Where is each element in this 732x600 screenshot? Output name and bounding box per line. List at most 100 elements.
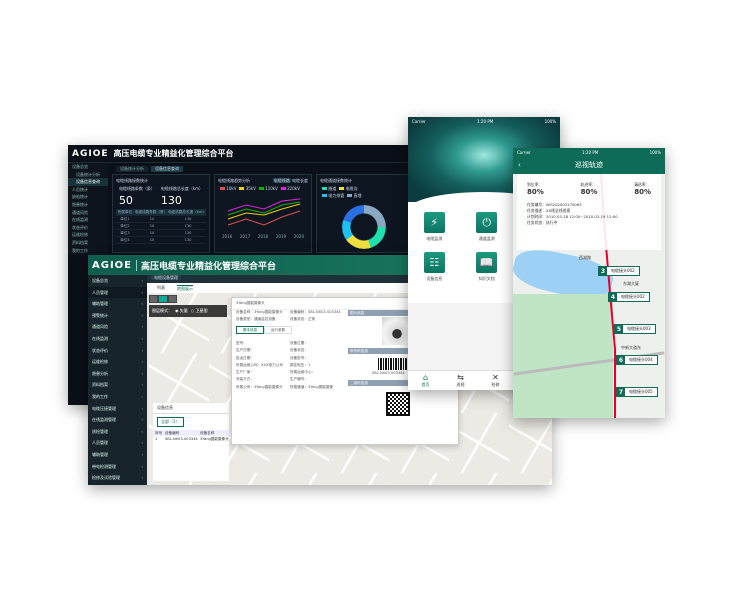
cell: 10 (149, 238, 155, 242)
sidebar-item[interactable]: 我的工作 (72, 247, 88, 253)
tile-channel-monitoring[interactable]: ⏻ 通道监测 (461, 212, 514, 242)
lightning-icon: ⚡ (423, 212, 445, 233)
stat-missed: 漏巡率： 80% (634, 182, 651, 196)
stat-label: 电缆线路总长度（km） (160, 186, 204, 191)
stat-track: 轨迹率： 80% (580, 182, 598, 196)
table-row[interactable]: 1 SBL-NX03-003344 3Yang国能摄像头 (155, 437, 229, 442)
sidebar-item[interactable]: 预警统计 (88, 310, 147, 322)
tab-repair[interactable]: ✕ 检修 (491, 373, 500, 387)
tab[interactable]: 设备统计分析 (116, 166, 148, 172)
route-point[interactable]: 5 电缆接头003 (614, 324, 656, 334)
radio-satellite[interactable]: ○ 卫星图 (190, 308, 208, 313)
task-status: 任务状态：执行中 (527, 220, 558, 225)
sidebar-item[interactable]: 检修及试验管理 (88, 472, 147, 484)
sidebar-item[interactable]: 隐患统计 (72, 201, 88, 207)
tab-home[interactable]: ⌂ 首页 (421, 373, 430, 387)
sidebar-item[interactable]: 设备信息查询 (68, 178, 108, 186)
sidebar-item[interactable]: 人员管理 (88, 286, 147, 299)
sidebar-item[interactable]: 辅助管理 (88, 449, 147, 461)
tile-knowledge-docs[interactable]: 📖 知识文档 (461, 252, 514, 282)
qrcode-image (386, 392, 410, 416)
sidebar-item[interactable]: 资料档案 (72, 239, 88, 245)
trend-card: 电缆线路趋势分析 电缆线路 电缆长度 10kV 35kV 110kV 220kV … (214, 174, 312, 253)
sidebar-item[interactable]: 我的工作 (88, 391, 147, 403)
draw-icon[interactable] (150, 296, 158, 302)
sidebar-item[interactable]: 在线监测管理 (88, 414, 147, 426)
track-map[interactable]: 西湖路 东湖大厦 中新大道东 到位率： 80% 轨迹率： 80% 漏巡率： 80% 任… (513, 174, 665, 418)
stat-label: 电缆线路条数（条） (118, 186, 155, 191)
filter-all-button[interactable]: 全部（1） (157, 417, 184, 427)
tab-list[interactable]: 列表 (157, 285, 165, 290)
field: 设备状态：正常 (290, 317, 316, 321)
tile-device-info[interactable]: ☷ 设备信息 (408, 252, 461, 282)
task-time: 计划时间：2010-03-18 12:00~2010-03-19 12:00 (527, 214, 618, 219)
table-row: 单位2 10 130 (116, 223, 206, 230)
radio-vector[interactable]: ◉ 矢量 (175, 308, 188, 313)
tab-map[interactable]: 地图展示 (177, 284, 193, 291)
donut-chart (342, 205, 386, 249)
app-title: 高压电缆专业精益化管理综合平台 (113, 149, 234, 158)
cell: 10 (149, 231, 155, 235)
clear-icon[interactable] (168, 296, 176, 302)
section-photo: 图片信息 (348, 310, 458, 316)
sidebar-item[interactable]: 质检管理 (88, 426, 147, 438)
sidebar-item[interactable]: 资料档案 (88, 379, 147, 391)
sidebar-item[interactable]: 隐患分析 (88, 368, 147, 380)
page-tab[interactable]: 电缆设备管理 (151, 275, 181, 280)
table-row: 单位4 10 130 (116, 237, 206, 244)
sidebar-item[interactable]: 通道风险 (72, 209, 88, 215)
legend-item: 直埋 (347, 193, 362, 199)
sidebar-item[interactable]: 辅助管理 (88, 298, 147, 310)
sidebar-item[interactable]: 状态评价 (72, 224, 88, 230)
card-title: 电缆线路接数统计 (116, 178, 148, 183)
series-110kv (227, 201, 301, 216)
sidebar-item[interactable]: 缺陷统计 (72, 194, 88, 200)
sidebar-item[interactable]: 带电检测管理 (88, 461, 147, 473)
sidebar-item[interactable]: 运维检修 (88, 356, 147, 368)
sidebar-item[interactable]: 通道风险 (88, 321, 147, 333)
route-point[interactable]: 3 电缆接头002 (598, 266, 640, 276)
table-header: 序号 设备编码 设备名称 (153, 430, 229, 437)
toggle-button[interactable]: 电缆线路 (272, 178, 291, 183)
dashboard-sidebar: 设备总览 设备统计分析 设备信息查询 人员统计 缺陷统计 隐患统计 通道风险 在… (68, 163, 108, 255)
legend-item: 110kV (258, 186, 278, 191)
field-col-right: 设备位置： 设备状态： 设备型号： 额定电压：1 所属运维中心： 生产编号： 所属通道：3Y… (290, 341, 334, 389)
tab-run-params[interactable]: 运行参数 (264, 326, 292, 334)
tile-cable-monitoring[interactable]: ⚡ 电缆监测 (408, 212, 461, 242)
tab[interactable]: 设备信息查询 (151, 166, 183, 172)
stat-arrival: 到位率： 80% (527, 182, 544, 196)
sidebar-item[interactable]: 在线监测 (72, 217, 88, 223)
route-point[interactable]: 6 电缆接头004 (616, 355, 658, 365)
legend-item: 电缆沟 (339, 186, 358, 192)
status-bar: Carrier 1:20 PM 100% (513, 148, 665, 156)
cell: 单位4 (120, 238, 130, 242)
toggle-button[interactable]: 电缆长度 (292, 178, 308, 183)
col: 电缆线路总长度（km） (168, 210, 206, 214)
sidebar-item[interactable]: 状态评价 (88, 345, 147, 357)
field-col-left: 型号： 生产日期： 投运日期： 所属运维公司：XXX电力公司 生产厂家： 安装方式： 所属公… (236, 341, 283, 389)
tab-patrol[interactable]: ⇆ 巡视 (456, 373, 465, 387)
sidebar-item[interactable]: 在线监测 (88, 333, 147, 345)
sidebar-item[interactable]: 运维检修 (72, 232, 88, 238)
feature-grid: ⚡ 电缆监测 ⏻ 通道监测 ☷ 设备信息 📖 知识文档 (408, 212, 513, 282)
cell: 单位1 (120, 217, 130, 221)
cell: 单位3 (120, 231, 130, 235)
book-icon: 📖 (476, 252, 498, 273)
route-point[interactable]: 4 电缆接头002 (608, 292, 650, 302)
back-icon[interactable]: ‹ (518, 161, 521, 169)
map-label: 西湖路 (579, 255, 591, 260)
channel-card: 电缆通道接数统计 隧道 电缆沟 电力排管 直埋 (316, 174, 416, 253)
sidebar-item[interactable]: 设备总览 (88, 275, 147, 287)
route-point[interactable]: 7 电缆接头005 (616, 387, 658, 397)
sidebar-item[interactable]: 人员统计 (72, 186, 88, 192)
cell: 130 (184, 231, 192, 235)
tab-basic-info[interactable]: 基本信息 (236, 326, 264, 334)
select-icon[interactable] (159, 296, 167, 302)
sidebar-item[interactable]: 设备统计分析 (76, 171, 100, 177)
sidebar-item[interactable]: 设备总览 (72, 164, 88, 169)
nav-bar: ‹ 巡视轨迹 (513, 156, 665, 174)
legend-item: 35kV (239, 186, 256, 191)
sidebar-item[interactable]: 人员管理 (88, 437, 147, 449)
map-toolbar (149, 295, 177, 303)
sidebar-item[interactable]: 电缆压接管理 (88, 403, 147, 415)
